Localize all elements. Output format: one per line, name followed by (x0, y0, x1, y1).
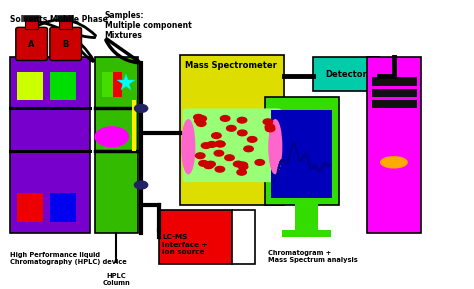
Text: Samples:
Multiple component
Mixtures: Samples: Multiple component Mixtures (105, 11, 191, 40)
Circle shape (237, 169, 246, 175)
Circle shape (199, 161, 208, 166)
Circle shape (135, 104, 148, 112)
Text: Mass Spectrometer: Mass Spectrometer (185, 61, 277, 71)
Circle shape (215, 141, 225, 147)
Circle shape (197, 116, 207, 121)
Bar (25, 21, 38, 29)
Circle shape (263, 119, 273, 125)
Bar (23, 15, 39, 21)
Circle shape (215, 166, 225, 172)
Circle shape (206, 161, 215, 167)
Bar (232, 210, 255, 264)
Circle shape (195, 153, 205, 159)
Bar (17, 193, 43, 222)
Text: A: A (28, 40, 35, 49)
Circle shape (265, 126, 275, 132)
Circle shape (216, 141, 225, 147)
Circle shape (233, 161, 243, 167)
Bar (313, 58, 379, 91)
Text: Solvents Mobile Phase: Solvents Mobile Phase (10, 15, 108, 24)
Bar (265, 97, 338, 205)
FancyBboxPatch shape (16, 27, 47, 60)
Circle shape (237, 117, 247, 123)
Bar (95, 58, 138, 233)
Circle shape (220, 116, 230, 121)
Circle shape (265, 124, 274, 130)
Ellipse shape (182, 120, 195, 174)
Bar (372, 89, 417, 97)
Circle shape (237, 130, 247, 136)
Bar (295, 203, 318, 232)
Bar (10, 58, 91, 233)
Text: B: B (62, 40, 69, 49)
Text: interface +: interface + (162, 242, 208, 247)
Circle shape (197, 121, 206, 126)
Bar (50, 193, 76, 222)
Text: High Performance liquid
Chromatography (HPLC) device: High Performance liquid Chromatography (… (10, 252, 127, 265)
Circle shape (201, 143, 211, 149)
FancyBboxPatch shape (182, 108, 282, 182)
Circle shape (255, 160, 264, 165)
Circle shape (95, 127, 128, 147)
Circle shape (238, 164, 248, 170)
Ellipse shape (269, 120, 282, 174)
FancyBboxPatch shape (50, 27, 82, 60)
Bar (282, 230, 331, 238)
Bar (102, 72, 113, 97)
Bar (367, 58, 421, 233)
Circle shape (227, 125, 236, 131)
Circle shape (195, 118, 204, 124)
Text: Chromatogram +
Mass Spectrum analysis: Chromatogram + Mass Spectrum analysis (268, 250, 357, 263)
Circle shape (204, 163, 213, 168)
Bar (57, 15, 73, 21)
Text: HPLC
Column: HPLC Column (102, 273, 130, 286)
Text: Ion source: Ion source (162, 249, 205, 255)
Bar (372, 77, 417, 86)
Circle shape (135, 181, 148, 189)
Bar (50, 72, 76, 100)
Text: Detector: Detector (325, 70, 366, 79)
Text: LC-MS: LC-MS (162, 234, 188, 240)
Ellipse shape (381, 157, 407, 168)
Circle shape (244, 146, 253, 152)
Bar (180, 55, 284, 205)
Bar (113, 72, 122, 97)
Bar (271, 110, 332, 198)
Circle shape (207, 142, 217, 147)
Circle shape (247, 137, 257, 142)
Circle shape (214, 150, 224, 156)
Bar (59, 21, 72, 29)
Circle shape (225, 155, 234, 161)
Bar (159, 210, 232, 264)
Circle shape (212, 133, 221, 138)
Circle shape (238, 162, 247, 168)
Bar (17, 72, 43, 100)
Bar (132, 100, 137, 151)
Bar (372, 100, 417, 108)
Circle shape (194, 114, 203, 120)
